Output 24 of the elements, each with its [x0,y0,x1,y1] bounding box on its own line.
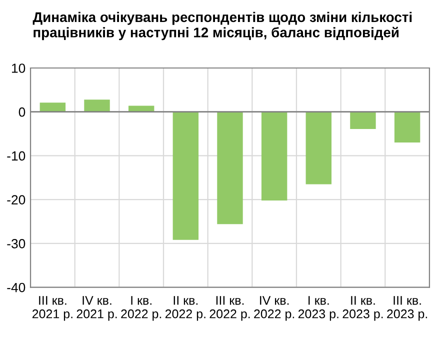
x-tick-label: III кв. 2022 р. [210,296,250,321]
bar [394,112,420,143]
bar [172,112,199,240]
bar [84,100,110,112]
y-tick-label: 10 [12,64,26,73]
x-tick-label: IV кв. 2021 р. [76,296,117,321]
bar [350,112,376,129]
bar [40,102,66,112]
bar [306,112,332,184]
y-tick-label: -40 [7,282,26,292]
x-tick-label: IV кв. 2022 р. [254,296,294,321]
chart-title: Динаміка очікувань респондентів щодо зміни кількості працівників у наступні 12 місяців, баланс відповідей [32,12,412,40]
x-tick-label: II кв. 2022 р. [165,296,206,321]
bar [217,112,243,224]
x-tick-label: II кв. 2023 р. [342,296,383,321]
y-tick-label: -20 [7,195,26,204]
x-tick-label: III кв. 2023 р. [387,296,428,321]
y-tick-label: 0 [18,107,26,117]
y-tick-label: -10 [7,151,26,161]
bar [261,112,288,200]
x-tick-label: I кв. 2022 р. [121,296,162,321]
x-tick-label: III кв. 2021 р. [32,296,72,321]
x-tick-label: I кв. 2023 р. [298,296,338,321]
y-tick-label: -30 [7,239,26,248]
